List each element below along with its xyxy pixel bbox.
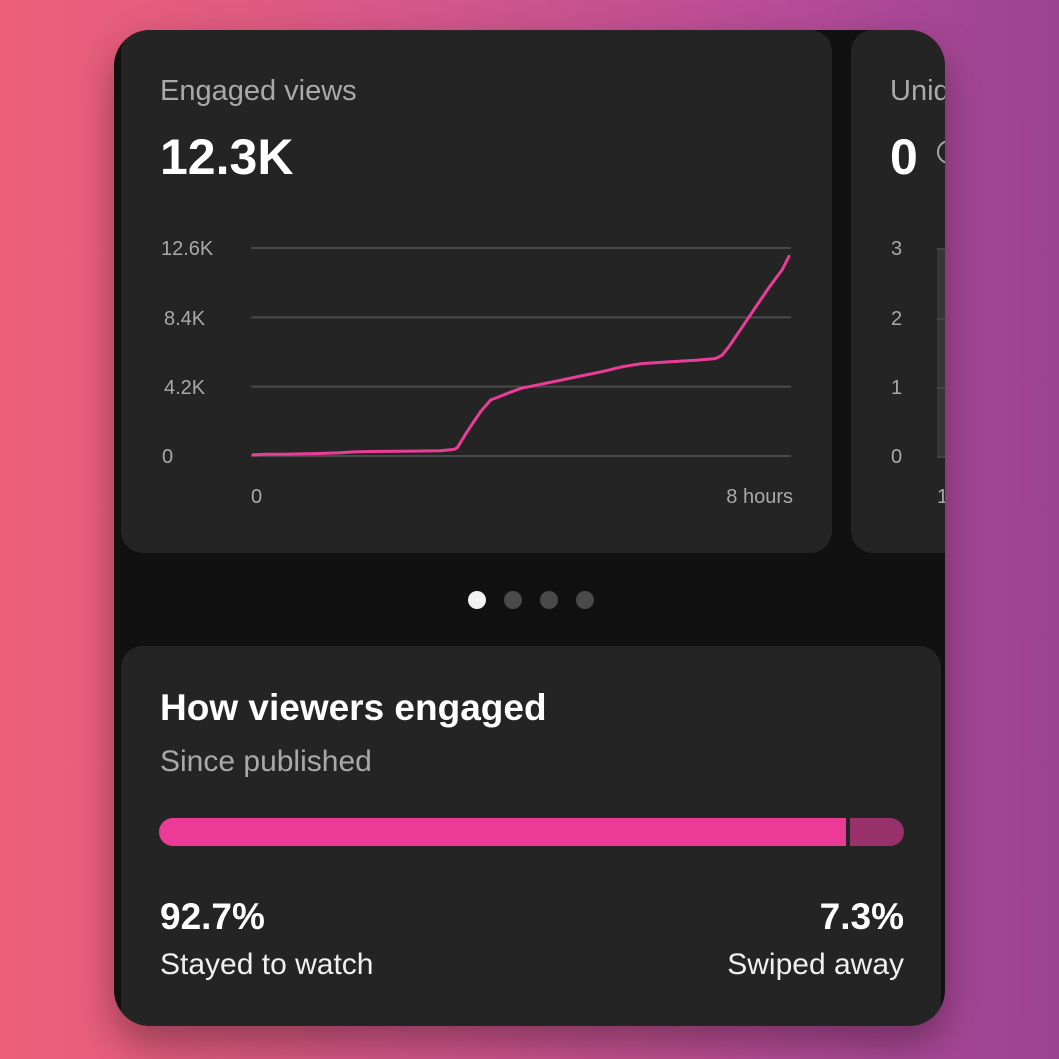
engaged-views-line-chart bbox=[251, 247, 791, 457]
peek-grid-line bbox=[937, 456, 945, 458]
engaged-views-line bbox=[251, 254, 791, 457]
engaged-views-card[interactable]: Engaged views 12.3K 12.6K 8.4K 4.2K 0 0 … bbox=[121, 30, 832, 553]
peek-y-tick: 2 bbox=[891, 308, 903, 330]
stayed-to-watch-segment bbox=[159, 818, 850, 846]
x-tick-start: 0 bbox=[251, 486, 263, 508]
phone-screen: Engaged views 12.3K 12.6K 8.4K 4.2K 0 0 … bbox=[114, 30, 945, 1026]
info-icon[interactable] bbox=[937, 140, 945, 164]
swiped-label: Swiped away bbox=[727, 948, 904, 981]
carousel-dot[interactable] bbox=[576, 591, 594, 609]
peek-grid-line bbox=[937, 248, 945, 250]
peek-grid-line bbox=[937, 318, 945, 320]
swiped-percent: 7.3% bbox=[819, 896, 904, 937]
peek-card-value: 0 bbox=[890, 129, 918, 185]
engagement-split-bar bbox=[159, 818, 904, 846]
peek-y-tick: 3 bbox=[891, 238, 903, 260]
peek-bar bbox=[937, 248, 945, 456]
engagement-title: How viewers engaged bbox=[160, 687, 547, 728]
carousel-dot[interactable] bbox=[540, 591, 558, 609]
peek-card-label: Uniq bbox=[890, 75, 945, 107]
stayed-label: Stayed to watch bbox=[160, 948, 374, 981]
engaged-views-label: Engaged views bbox=[160, 75, 357, 107]
stayed-percent: 92.7% bbox=[160, 896, 265, 937]
carousel-page-indicator[interactable] bbox=[468, 591, 594, 609]
y-tick-label: 12.6K bbox=[161, 238, 214, 260]
y-tick-label: 4.2K bbox=[164, 377, 206, 399]
carousel-dot[interactable] bbox=[504, 591, 522, 609]
how-viewers-engaged-card: How viewers engaged Since published 92.7… bbox=[121, 646, 941, 1026]
unique-viewers-card-peek[interactable]: Uniq 0 3 2 1 0 1 bbox=[851, 30, 945, 553]
peek-y-tick: 1 bbox=[891, 377, 903, 399]
carousel-dot[interactable] bbox=[468, 591, 486, 609]
peek-y-tick: 0 bbox=[891, 446, 903, 468]
engagement-subtitle: Since published bbox=[160, 745, 372, 778]
x-tick-end: 8 hours bbox=[726, 486, 793, 508]
y-tick-label: 0 bbox=[162, 446, 174, 468]
peek-x-tick: 1 bbox=[937, 486, 945, 508]
peek-grid-line bbox=[937, 387, 945, 389]
y-tick-label: 8.4K bbox=[164, 308, 206, 330]
engaged-views-value: 12.3K bbox=[160, 129, 294, 185]
